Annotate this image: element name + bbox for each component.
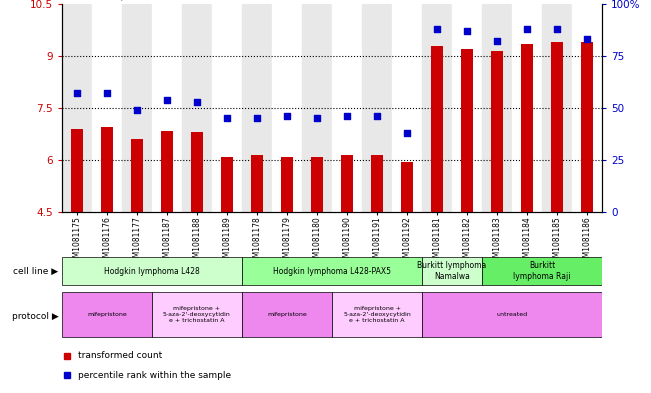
Bar <box>152 292 242 337</box>
Bar <box>482 257 602 285</box>
Bar <box>302 4 332 212</box>
Bar <box>62 4 92 212</box>
Bar <box>332 4 362 212</box>
Bar <box>491 51 503 212</box>
Bar <box>452 4 482 212</box>
Bar <box>311 157 323 212</box>
Bar <box>101 127 113 212</box>
Point <box>372 113 382 119</box>
Bar <box>191 132 203 212</box>
Bar <box>242 257 422 285</box>
Text: mifepristone: mifepristone <box>87 312 127 317</box>
Bar <box>542 4 572 212</box>
Point <box>161 97 172 103</box>
Bar <box>251 155 263 212</box>
Bar <box>422 257 482 285</box>
Bar <box>221 157 233 212</box>
Bar <box>62 257 242 285</box>
Bar <box>161 130 173 212</box>
Bar <box>461 49 473 212</box>
Bar <box>182 4 212 212</box>
Point <box>252 116 262 122</box>
Text: transformed count: transformed count <box>78 351 162 360</box>
Text: Burkitt lymphoma
Namalwa: Burkitt lymphoma Namalwa <box>417 261 487 281</box>
Point <box>522 26 533 32</box>
Point <box>102 90 112 97</box>
Bar <box>281 157 293 212</box>
Bar <box>242 4 272 212</box>
Text: protocol ▶: protocol ▶ <box>12 312 59 321</box>
Text: Hodgkin lymphoma L428: Hodgkin lymphoma L428 <box>104 267 200 275</box>
Bar <box>152 4 182 212</box>
Point <box>312 116 322 122</box>
Bar <box>581 42 593 212</box>
Text: mifepristone +
5-aza-2'-deoxycytidin
e + trichostatin A: mifepristone + 5-aza-2'-deoxycytidin e +… <box>343 306 411 323</box>
Bar <box>371 155 383 212</box>
Bar <box>131 140 143 212</box>
Text: mifepristone +
5-aza-2'-deoxycytidin
e + trichostatin A: mifepristone + 5-aza-2'-deoxycytidin e +… <box>163 306 231 323</box>
Point <box>132 107 142 113</box>
Bar <box>482 4 512 212</box>
Point <box>552 26 562 32</box>
Point <box>282 113 292 119</box>
Point <box>582 36 592 42</box>
Bar <box>332 292 422 337</box>
Point <box>191 99 202 105</box>
Text: Burkitt
lymphoma Raji: Burkitt lymphoma Raji <box>514 261 571 281</box>
Point <box>492 38 503 44</box>
Bar <box>551 42 563 212</box>
Bar <box>431 46 443 212</box>
Bar <box>242 292 332 337</box>
Bar <box>212 4 242 212</box>
Bar <box>92 4 122 212</box>
Point <box>462 28 473 34</box>
Text: mifepristone: mifepristone <box>267 312 307 317</box>
Bar <box>341 155 353 212</box>
Text: cell line ▶: cell line ▶ <box>14 267 59 275</box>
Bar <box>62 292 152 337</box>
Point <box>342 113 352 119</box>
Bar <box>572 4 602 212</box>
Bar <box>401 162 413 212</box>
Point <box>432 26 442 32</box>
Text: Hodgkin lymphoma L428-PAX5: Hodgkin lymphoma L428-PAX5 <box>273 267 391 275</box>
Bar <box>392 4 422 212</box>
Bar <box>272 4 302 212</box>
Bar <box>122 4 152 212</box>
Bar <box>71 129 83 212</box>
Bar <box>362 4 392 212</box>
Bar <box>422 292 602 337</box>
Bar <box>422 4 452 212</box>
Point <box>402 130 412 136</box>
Text: percentile rank within the sample: percentile rank within the sample <box>78 371 231 380</box>
Point <box>222 116 232 122</box>
Bar <box>512 4 542 212</box>
Text: GDS4978 / 8085412: GDS4978 / 8085412 <box>62 0 181 1</box>
Bar <box>521 44 533 212</box>
Point <box>72 90 82 97</box>
Text: untreated: untreated <box>497 312 528 317</box>
